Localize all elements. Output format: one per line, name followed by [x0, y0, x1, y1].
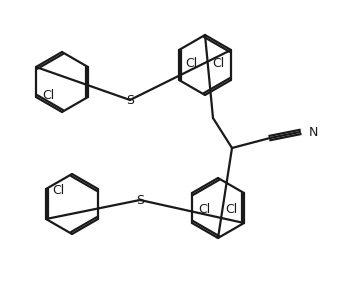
- Text: Cl: Cl: [185, 57, 197, 70]
- Text: Cl: Cl: [42, 89, 54, 102]
- Text: Cl: Cl: [226, 203, 238, 216]
- Text: Cl: Cl: [52, 184, 64, 197]
- Text: N: N: [309, 126, 318, 139]
- Text: Cl: Cl: [213, 57, 225, 70]
- Text: S: S: [126, 93, 134, 106]
- Text: S: S: [136, 193, 144, 206]
- Text: Cl: Cl: [198, 203, 210, 216]
